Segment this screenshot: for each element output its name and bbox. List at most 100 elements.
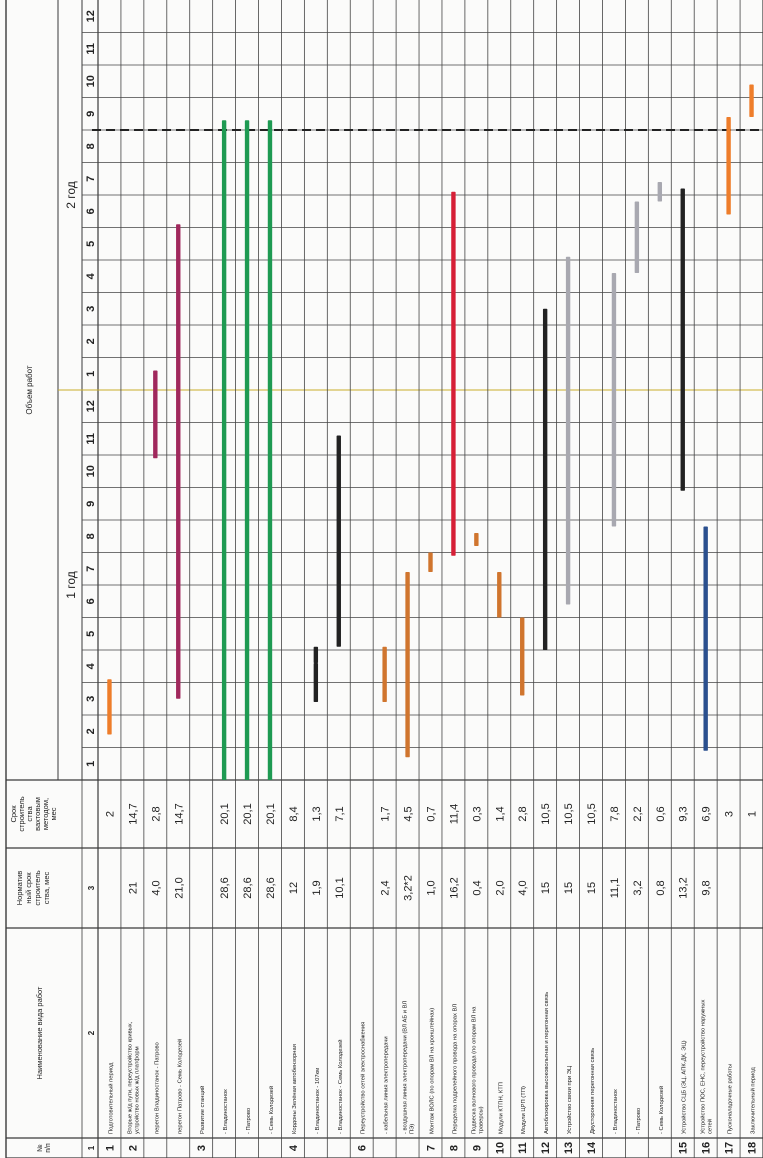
month-label: 1	[85, 761, 97, 767]
term-value: 0,6	[655, 806, 667, 821]
norm-term-value: 9,8	[701, 880, 713, 895]
month-label: 5	[85, 241, 97, 247]
gantt-bar	[542, 308, 548, 650]
term-value: 6,9	[701, 806, 713, 821]
month-label: 6	[85, 598, 97, 604]
term-value: 4,5	[403, 806, 415, 821]
row-number: 3	[196, 1145, 208, 1151]
month-label: 4	[85, 272, 97, 279]
month-label: 1	[85, 371, 97, 377]
gantt-bar	[703, 526, 708, 751]
norm-term-value: 1,9	[311, 880, 323, 895]
term-value: 1,7	[380, 806, 392, 821]
term-value: 14,7	[173, 803, 185, 824]
term-value: 7,8	[609, 806, 621, 821]
header-num: №п/п	[37, 1143, 52, 1153]
row-number: 13	[563, 1142, 575, 1154]
term-value: 2	[104, 811, 116, 817]
term-value: 0,7	[426, 806, 438, 821]
work-name: Устройство СЦБ (ЭЦ, АПК-ДК, ЭЦ)	[681, 1040, 688, 1134]
work-name: Автоблокировка высоковольтная и перегонн…	[544, 992, 550, 1134]
gantt-bar	[153, 370, 158, 459]
header-year-1: 1 год	[64, 571, 78, 599]
norm-term-value: 15	[563, 882, 575, 894]
term-value: 2,8	[517, 806, 529, 821]
gantt-bar	[749, 84, 754, 117]
gantt-bar	[726, 117, 731, 215]
gantt-bar	[565, 256, 571, 605]
row-number: 15	[678, 1142, 690, 1154]
month-label: 11	[85, 433, 97, 445]
term-value: 10,5	[586, 803, 598, 824]
month-label: 4	[85, 662, 97, 669]
gantt-bar	[267, 120, 273, 780]
month-label: 9	[85, 501, 97, 507]
gantt-bar	[313, 663, 319, 702]
work-name: Подготовительный период	[107, 1062, 114, 1134]
gantt-bar	[382, 646, 387, 702]
row-number: 16	[701, 1142, 713, 1154]
header-col-index: 3	[87, 885, 96, 890]
term-value: 0,3	[471, 806, 483, 821]
row-number: 14	[586, 1141, 598, 1154]
work-name: Заключительный период	[750, 1067, 757, 1134]
term-value: 20,1	[219, 803, 231, 824]
work-name: Вторые ж/д пути, переустройство кривых,	[126, 1021, 133, 1134]
norm-term-value: 3,2*2	[403, 875, 415, 901]
work-name: - кабельная линия электропередачи	[384, 1036, 390, 1134]
row-number: 2	[127, 1145, 139, 1151]
work-name: - Семь Колодезей	[658, 1086, 665, 1134]
row-number: 9	[471, 1145, 483, 1151]
norm-term-value: 4,0	[150, 880, 162, 895]
term-value: 20,1	[242, 803, 254, 824]
month-label: 7	[85, 176, 97, 182]
gantt-bar	[680, 188, 685, 491]
month-label: 10	[85, 75, 97, 87]
term-value: 3	[724, 811, 736, 817]
work-name: - Владиностанок	[613, 1089, 619, 1134]
work-name: - Семь Колодезей	[268, 1086, 275, 1134]
gantt-bar	[107, 679, 112, 735]
term-value: 2,8	[150, 806, 162, 821]
month-label: 5	[85, 631, 97, 637]
norm-term-value: 28,6	[242, 877, 254, 898]
work-name: - Владиностанок - Семь Колодезей	[337, 1040, 344, 1134]
work-name: устройство новых ж/д платформ	[133, 1046, 140, 1134]
term-value: 14,7	[127, 803, 139, 824]
work-name: ПЭ)	[410, 1124, 416, 1134]
header-col-index: 1	[87, 1145, 96, 1150]
header-col-index: 2	[87, 1030, 96, 1035]
month-label: 9	[85, 111, 97, 117]
norm-term-value: 13,2	[678, 877, 690, 898]
header-norm: Нормативный срокстроительства, мес	[15, 870, 51, 905]
term-value: 7,1	[334, 806, 346, 821]
month-label: 2	[85, 338, 97, 344]
norm-term-value: 21,0	[173, 877, 185, 898]
term-value: 11,4	[448, 804, 460, 825]
gantt-bar	[657, 182, 663, 202]
term-value: 1	[747, 811, 759, 817]
gantt-bar	[405, 572, 410, 758]
term-value: 10,5	[540, 803, 552, 824]
work-name: Устройство ПОС, ЕНС, переустройство нару…	[700, 1000, 707, 1134]
gantt-bar	[336, 435, 341, 647]
gantt-bar	[244, 120, 250, 780]
term-value: 10,5	[563, 803, 575, 824]
work-name: Модули ЦРП (ТП)	[521, 1086, 527, 1134]
month-label: 8	[85, 533, 97, 539]
work-name: Переустройство сетей электроснабжения	[360, 1022, 367, 1134]
gantt-bar	[428, 552, 433, 572]
header-volume: Объем работ	[25, 365, 34, 414]
month-label: 12	[85, 10, 97, 22]
row-number: 17	[724, 1142, 736, 1154]
gantt-bar	[176, 224, 181, 699]
norm-term-value: 11,1	[609, 878, 621, 899]
gantt-bar	[451, 191, 456, 556]
row-number: 6	[357, 1145, 369, 1151]
header-name: Наименование вида работ	[35, 986, 44, 1080]
norm-term-value: 4,0	[517, 880, 529, 895]
